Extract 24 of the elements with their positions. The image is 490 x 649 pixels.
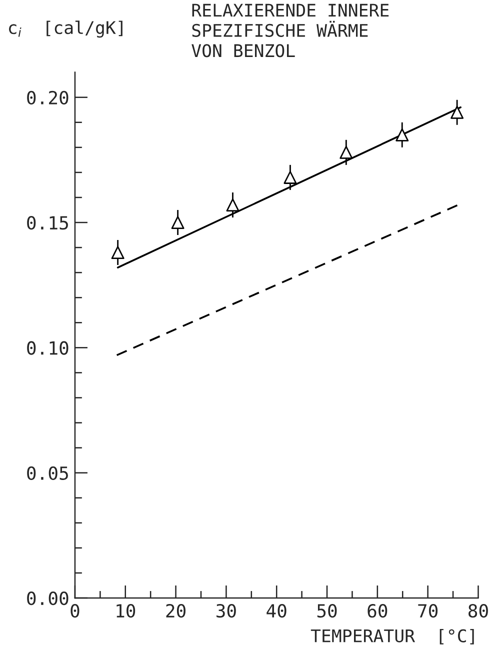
x-tick-label: 0 (70, 604, 80, 618)
x-axis-title: TEMPERATUR [°C] (310, 628, 474, 644)
x-tick-label: 40 (266, 604, 286, 618)
point (340, 146, 353, 159)
x-tick-label: 30 (216, 604, 236, 618)
point (226, 198, 240, 212)
point (111, 246, 124, 260)
point (396, 128, 409, 142)
x-tick-label: 50 (317, 604, 337, 618)
x-tick-label: 80 (468, 604, 488, 618)
x-tick-label: 20 (166, 604, 186, 618)
point (284, 170, 297, 184)
text: c$_{i}$ [cal/gK] (9, 20, 122, 38)
y-tick-label: 0.05 (27, 466, 68, 480)
chart-title: RELAXIERENDE INNERE SPEZIFISCHE WÄRME VON BENZOL (192, 4, 389, 58)
y-tick-label: 0.00 (27, 591, 68, 606)
point (450, 106, 464, 119)
x-tick-label: 60 (368, 604, 388, 618)
y-tick-label: 0.20 (27, 90, 68, 104)
y-tick-label: 0.15 (27, 216, 68, 230)
point (171, 216, 184, 229)
x-tick-label: 70 (418, 604, 438, 618)
y-tick-label: 0.10 (27, 341, 68, 355)
x-tick-label: 10 (116, 604, 136, 618)
